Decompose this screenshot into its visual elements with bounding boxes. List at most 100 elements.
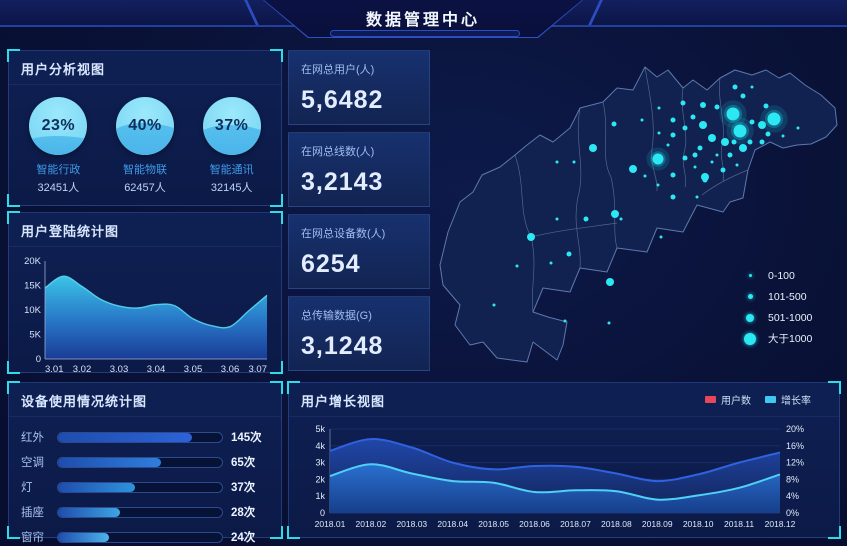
gauge-percent: 23% (41, 117, 76, 134)
x-axis-tick: 2018.05 (478, 519, 509, 529)
stat-label: 在网总线数(人) (301, 146, 375, 158)
gauge-label: 智能行政 (36, 164, 81, 176)
right-y-tick: 4% (786, 491, 799, 501)
bar-value: 28次 (231, 507, 256, 519)
x-axis-tick: 3.06 (221, 364, 240, 375)
x-axis-tick: 3.07 (249, 364, 268, 375)
map-dot (732, 84, 738, 90)
gauge-label: 智能物联 (122, 164, 167, 176)
bar-track (57, 431, 223, 443)
panel-title-user-analysis: 用户分析视图 (9, 51, 281, 85)
bar-label: 红外 (21, 432, 44, 444)
map-legend-dot (744, 332, 756, 345)
bar-track (57, 456, 223, 468)
stat-label: 总传输数据(G) (301, 310, 372, 322)
growth-area-chart: 0 1k 2k 3k 4k 5k 0% 4% 8% 12% 16% 20% 2018.01 2018.02… (315, 424, 804, 529)
stat-card: 在网总线数(人) 3,2143 (288, 132, 430, 207)
stat-value: 6254 (301, 250, 361, 278)
growth-rate-area (330, 464, 780, 513)
map-dot (699, 121, 707, 129)
right-y-tick: 8% (786, 474, 799, 484)
panel-device-usage: 设备使用情况统计图 红外 145次 空调 65次灯 37次 插座 28次 窗帘 24次 (7, 381, 283, 544)
map-dot (659, 235, 663, 239)
gauge: 23% 智能行政 32451人 (16, 95, 100, 195)
panel-user-analysis: 用户分析视图 23% 智能行政 32451人 40% 智能物联 62457人 37% 智能通讯… (7, 49, 283, 207)
map-dot (682, 155, 688, 161)
map-dot (652, 153, 664, 165)
left-y-tick: 0 (320, 508, 325, 518)
map-dot (629, 165, 637, 173)
legend-item-growth-rate[interactable]: 增长率 (765, 392, 811, 407)
legend-swatch (705, 396, 716, 403)
gauge-liquid-ball: 23% (29, 97, 88, 155)
map-dot (555, 160, 559, 164)
panel-title-user-growth: 用户增长视图 (289, 383, 839, 417)
map-legend-dot-box (742, 313, 758, 322)
x-axis-tick: 2018.02 (356, 519, 387, 529)
gauge-percent: 37% (214, 117, 249, 134)
map-dot (726, 107, 740, 121)
map-dot (697, 145, 703, 151)
x-axis-tick: 3.05 (184, 364, 203, 375)
map-dot (589, 144, 597, 152)
legend-item-users[interactable]: 用户数 (705, 392, 751, 407)
map-legend-dot-box (742, 294, 758, 299)
map-dot (670, 117, 676, 123)
map-dot (740, 93, 746, 99)
map-dot (670, 172, 676, 178)
gauge-liquid-ball: 37% (202, 97, 261, 155)
device-bar-row: 灯 37次 (21, 479, 269, 495)
map-dot (781, 134, 785, 138)
corner-decoration (7, 361, 20, 374)
right-y-tick: 16% (786, 441, 804, 451)
map-dot (527, 233, 535, 241)
map-dot (670, 132, 676, 138)
gauge: 37% 智能通讯 32145人 (190, 95, 274, 195)
header-underline-decoration (330, 30, 520, 37)
map-dot (606, 278, 614, 286)
bar-value: 65次 (231, 457, 256, 469)
bar-value: 24次 (231, 532, 256, 544)
y-axis-tick: 15K (24, 281, 42, 292)
stat-label: 在网总设备数(人) (301, 228, 386, 240)
map-dot (670, 194, 676, 200)
y-axis-tick: 20K (24, 256, 42, 267)
gauge-liquid-ball: 40% (115, 97, 174, 155)
map-dot (727, 152, 733, 158)
legend-swatch (765, 396, 776, 403)
map-dot (690, 114, 696, 120)
map-dot (731, 139, 737, 145)
map-legend-label: 大于1000 (768, 333, 813, 345)
gauge-row: 23% 智能行政 32451人 40% 智能物联 62457人 37% 智能通讯 32145人 (9, 85, 281, 195)
y-axis-tick: 5K (29, 330, 41, 341)
bar-track (57, 531, 223, 543)
login-area-fill (45, 276, 267, 359)
corner-decoration (270, 526, 283, 539)
map-dot (555, 217, 559, 221)
map-dot (611, 121, 617, 127)
left-y-tick: 4k (315, 441, 325, 451)
gauge-percent: 40% (128, 117, 162, 134)
map-dot (749, 119, 755, 125)
map-dot (747, 139, 753, 145)
y-axis-tick: 10K (24, 305, 42, 316)
x-axis-tick: 2018.07 (560, 519, 591, 529)
right-y-tick: 12% (786, 458, 804, 468)
device-bar-row: 红外 145次 (21, 429, 269, 445)
map-legend-item: 0-100 (742, 265, 812, 286)
x-axis-tick: 2018.09 (642, 519, 673, 529)
gauge-water-fill (202, 124, 261, 155)
left-y-tick: 3k (315, 458, 325, 468)
map-legend: 0-100 101-500 501-1000 大于1000 (742, 265, 812, 349)
bar-fill (58, 532, 109, 542)
left-y-tick: 2k (315, 474, 325, 484)
map-dot (515, 264, 519, 268)
map-dot (682, 125, 688, 131)
map-dot (739, 144, 747, 152)
map-dot (695, 195, 699, 199)
map-dot (643, 174, 647, 178)
bar-fill (58, 457, 162, 467)
map-legend-label: 501-1000 (768, 311, 813, 324)
map-dot (763, 103, 769, 109)
